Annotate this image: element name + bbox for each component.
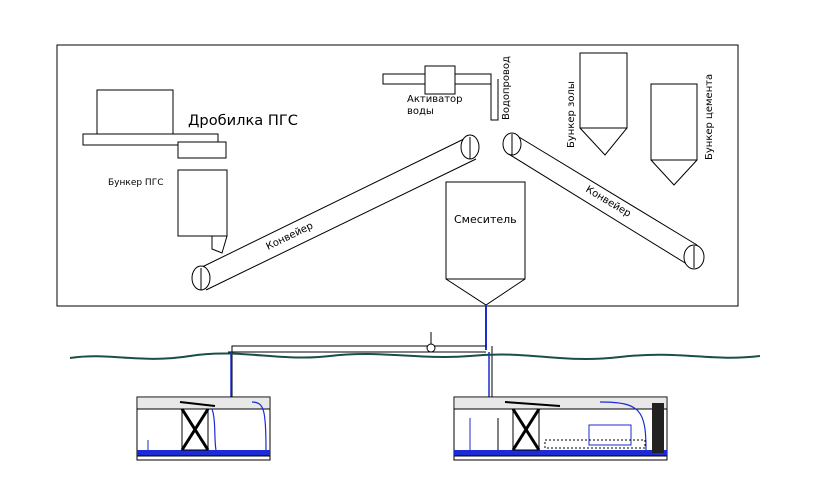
crusher: [82, 89, 227, 159]
water-activator-label-1: Активатор: [407, 94, 463, 105]
water-activator: [382, 65, 499, 121]
crusher-label: Дробилка ПГС: [188, 113, 298, 129]
ground-line: [69, 352, 761, 360]
pgs-bunker-label: Бункер ПГС: [108, 178, 163, 188]
ash-bunker: [579, 52, 628, 156]
pgs-bunker: [177, 169, 228, 254]
underground-section-left: [136, 396, 271, 461]
conveyor-right: [502, 132, 705, 270]
water-pipe-label: Водопровод: [501, 56, 512, 120]
water-activator-label-2: воды: [407, 106, 434, 117]
mixer-label: Смеситель: [454, 213, 517, 226]
mixer: [445, 181, 526, 306]
underground-section-right: [453, 396, 668, 461]
plant-frame: [56, 44, 739, 307]
conveyor-left: [191, 134, 480, 291]
cement-bunker: [650, 83, 698, 186]
cement-bunker-label: Бункер цемента: [704, 74, 715, 160]
conveyor-left-label: Конвейер: [264, 221, 314, 253]
valve-icon: [426, 343, 436, 353]
ash-bunker-label: Бункер золы: [566, 81, 577, 148]
